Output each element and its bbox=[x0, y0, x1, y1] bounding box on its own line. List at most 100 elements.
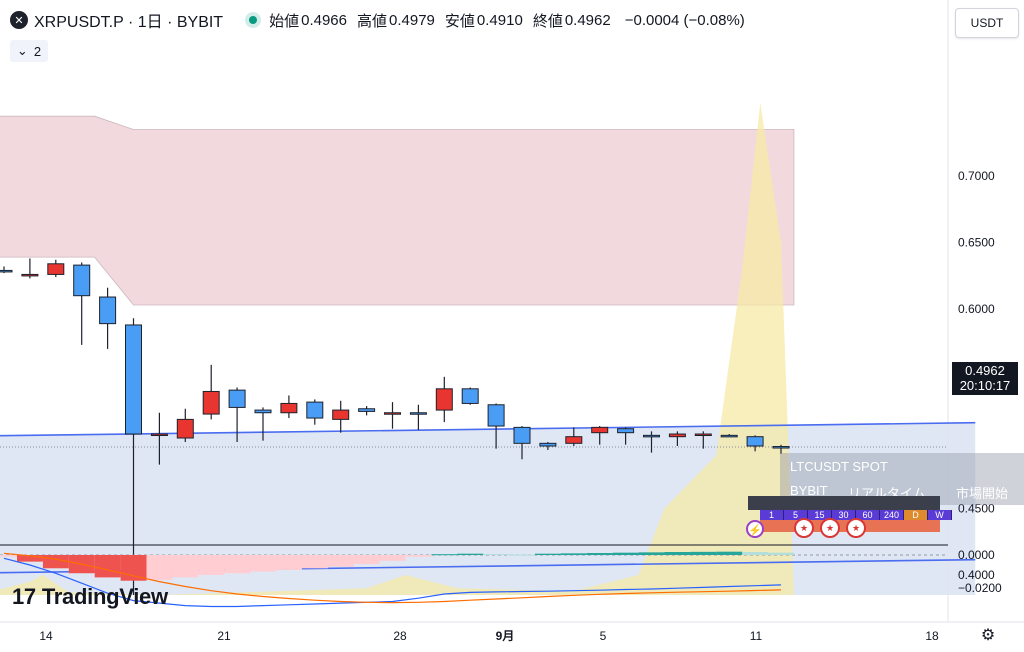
change-value: −0.0004 (−0.08%) bbox=[624, 11, 745, 29]
timeframe-cell[interactable]: 240 bbox=[880, 510, 904, 520]
price-tick-label: 0.7000 bbox=[958, 169, 995, 183]
gear-icon[interactable]: ⚙ bbox=[980, 627, 996, 644]
candle-body bbox=[254, 409, 272, 414]
high-value: 0.4979 bbox=[389, 11, 435, 29]
macd-histogram-bar bbox=[483, 554, 510, 556]
macd-histogram-bar bbox=[198, 555, 225, 575]
candle-body bbox=[47, 263, 65, 275]
symbol-title[interactable]: XRPUSDT.P · 1日 · BYBIT bbox=[34, 14, 224, 31]
lightning-icon[interactable]: ⚡ bbox=[746, 520, 764, 538]
candle-body bbox=[358, 408, 376, 412]
candle-body bbox=[280, 402, 298, 414]
candle-body bbox=[21, 273, 39, 277]
macd-histogram-bar bbox=[457, 553, 484, 555]
candle-body bbox=[746, 436, 764, 447]
market-status-icon bbox=[249, 16, 258, 24]
overlay-exchange: BYBIT bbox=[790, 483, 828, 498]
candle-body bbox=[668, 433, 686, 438]
macd-histogram-bar bbox=[120, 555, 147, 581]
overlay-symbol: LTCUSDT SPOT bbox=[790, 459, 888, 474]
signal-line bbox=[3, 552, 782, 604]
candle-body bbox=[617, 428, 635, 434]
candle-body bbox=[73, 264, 91, 297]
open-value: 0.4966 bbox=[301, 11, 347, 29]
macd-histogram-bar bbox=[664, 552, 691, 555]
date-tick-label: 9月 bbox=[496, 629, 515, 643]
us-flag-icon: ★ bbox=[820, 518, 840, 538]
macd-histogram-bar bbox=[716, 551, 743, 555]
macd-histogram-bar bbox=[379, 555, 406, 561]
last-price-value: 0.4962 bbox=[965, 363, 1005, 378]
candle-body bbox=[0, 269, 13, 273]
close-value: 0.4962 bbox=[564, 11, 611, 29]
low-label: 安値 bbox=[444, 12, 475, 30]
indicator-count: 2 bbox=[33, 43, 42, 59]
candle-body bbox=[332, 409, 350, 420]
candle-body bbox=[565, 436, 583, 444]
price-tick-label: 0.4000 bbox=[958, 568, 995, 582]
candle-body bbox=[643, 434, 660, 438]
macd-histogram-bar bbox=[17, 555, 43, 562]
tradingview-wordmark: TradingView bbox=[41, 584, 168, 609]
macd-histogram-bar bbox=[250, 555, 276, 572]
indicator-toggle-button[interactable]: ⌄ 2 bbox=[10, 40, 48, 62]
macd-histogram-bar bbox=[405, 555, 432, 557]
tradingview-logo[interactable]: 17 TradingView bbox=[12, 584, 168, 610]
macd-histogram-bar bbox=[612, 552, 639, 555]
us-flag-icon: ★ bbox=[794, 518, 814, 538]
candle-body bbox=[384, 412, 401, 415]
timeframe-cell[interactable]: 60 bbox=[856, 510, 880, 520]
date-tick-label: 11 bbox=[750, 629, 763, 643]
macd-tick-label: 0.0000 bbox=[958, 548, 995, 562]
resistance-zone-0 bbox=[0, 115, 795, 306]
bar-countdown: 20:10:17 bbox=[959, 378, 1011, 393]
macd-histogram-bar bbox=[509, 554, 535, 556]
candle-body bbox=[487, 404, 505, 427]
macd-histogram-bar bbox=[224, 555, 251, 574]
candle-body bbox=[720, 434, 738, 438]
macd-histogram-bar bbox=[172, 555, 199, 578]
timeframe-cell[interactable]: D bbox=[904, 510, 928, 520]
open-label: 始値 bbox=[269, 12, 300, 30]
candle-body bbox=[150, 433, 168, 437]
price-tick-label: 0.6500 bbox=[958, 236, 995, 250]
macd-histogram-bar bbox=[638, 552, 665, 555]
price-tick-label: 0.6000 bbox=[958, 302, 995, 316]
date-tick-label: 21 bbox=[217, 629, 231, 643]
candle-body bbox=[772, 446, 790, 449]
timeframe-cell[interactable]: 5 bbox=[784, 510, 808, 520]
macd-histogram-bar bbox=[768, 552, 794, 555]
trendline-0 bbox=[0, 421, 976, 437]
high-label: 高値 bbox=[357, 12, 388, 30]
date-tick-label: 14 bbox=[39, 629, 53, 643]
last-price-tag: 0.4962 20:10:17 bbox=[952, 362, 1018, 395]
macd-histogram-bar bbox=[301, 555, 328, 569]
timeframe-cell[interactable]: 30 bbox=[832, 510, 856, 520]
date-tick-label: 5 bbox=[600, 629, 607, 643]
date-tick-label: 28 bbox=[393, 629, 407, 643]
macd-histogram-bar bbox=[353, 555, 380, 565]
candle-body bbox=[539, 442, 557, 447]
date-tick-label: 18 bbox=[925, 629, 939, 643]
timeframe-cell[interactable]: W bbox=[928, 510, 952, 520]
macd-histogram-bar bbox=[431, 554, 458, 556]
timeframe-cell[interactable]: 1 bbox=[760, 510, 784, 520]
timeframe-cell[interactable]: 15 bbox=[808, 510, 832, 520]
candle-body bbox=[591, 426, 609, 434]
low-value: 0.4910 bbox=[476, 11, 523, 29]
currency-button[interactable]: USDT bbox=[955, 8, 1019, 38]
us-flag-icon: ★ bbox=[846, 518, 866, 538]
header-bar: ✕ XRPUSDT.P · 1日 · BYBIT 始値 0.4966 高値 0.49… bbox=[0, 0, 948, 40]
chevron-down-icon: ⌄ bbox=[16, 43, 28, 58]
overlay-market-open: 市場開始 bbox=[956, 486, 1009, 501]
timeframe-widget: 1 5 15 30 60 240 D W ⚡ ★ ★ ★ bbox=[746, 496, 952, 538]
candle-body bbox=[202, 390, 220, 415]
macd-histogram-bar bbox=[146, 555, 173, 580]
macd-histogram-bar bbox=[327, 555, 354, 567]
candle-body bbox=[694, 433, 712, 437]
xrp-logo-icon: ✕ bbox=[10, 11, 28, 29]
candle-body bbox=[125, 324, 142, 435]
volume-area bbox=[0, 102, 794, 595]
candle-body bbox=[409, 412, 427, 415]
